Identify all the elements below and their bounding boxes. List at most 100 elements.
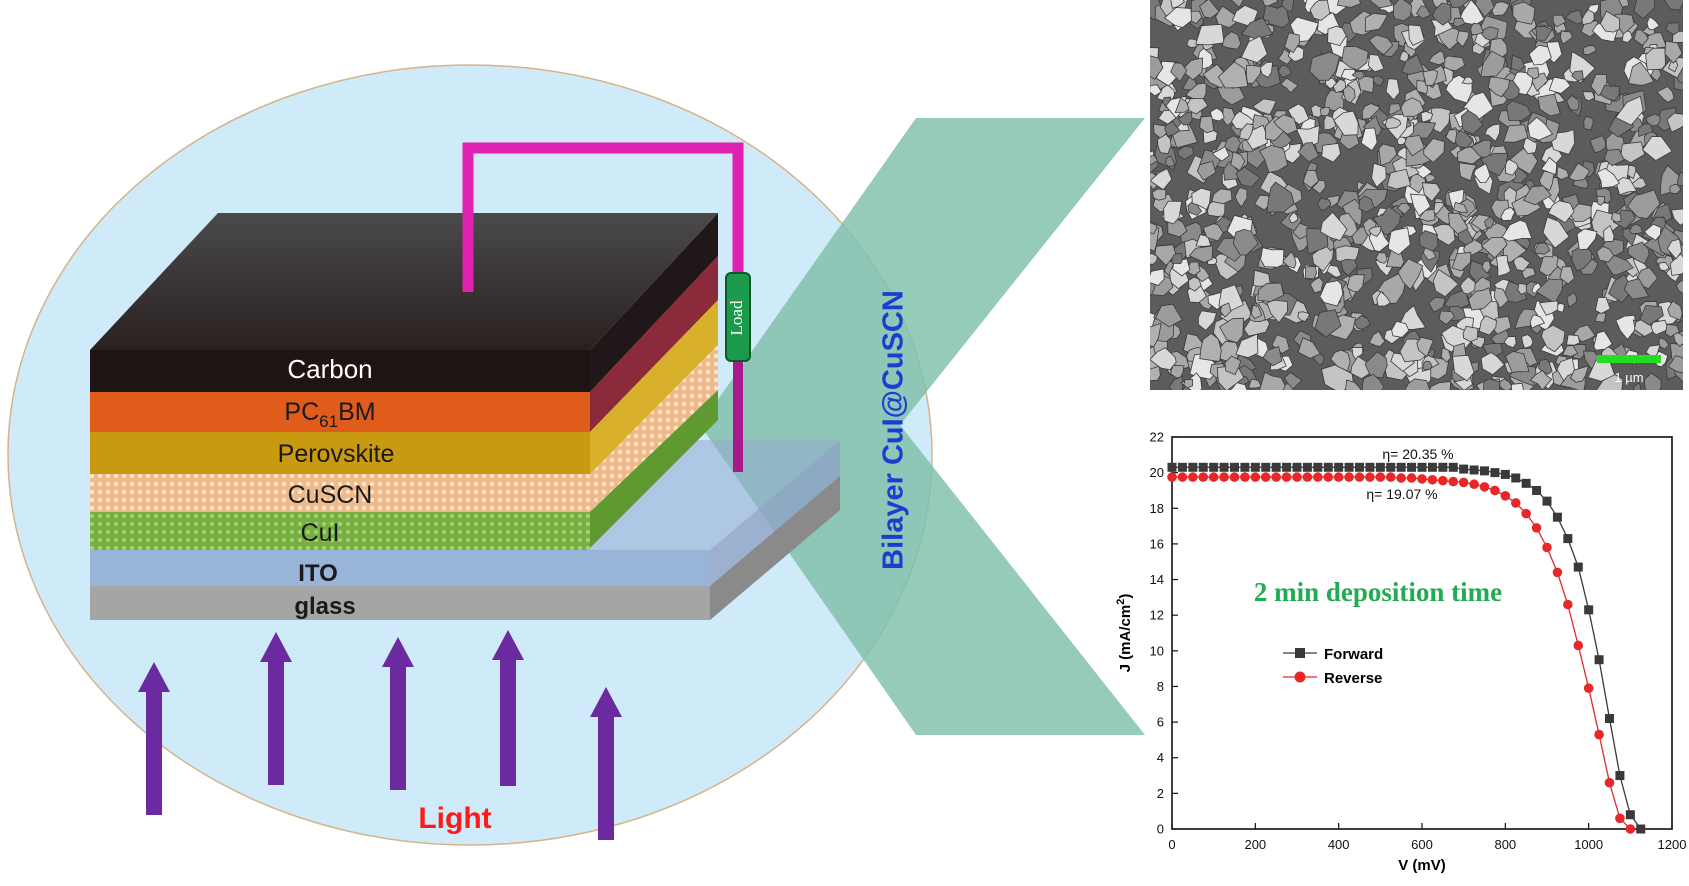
point-reverse [1260,472,1271,482]
point-reverse [1625,824,1636,834]
sem-grain [1230,0,1244,9]
x-tick-label: 800 [1494,837,1516,852]
sem-grain [1566,292,1578,308]
sem-grain [1378,143,1398,167]
sem-grain [1620,141,1646,164]
sem-grain [1452,354,1475,382]
sem-grain [1529,314,1546,329]
sem-grain [1400,97,1425,117]
point-forward [1615,771,1625,781]
point-reverse [1354,472,1365,482]
sem-grain [1596,167,1620,189]
sem-grain [1297,337,1321,359]
bilayer-label: Bilayer CuI@CuSCN [878,290,910,570]
layer-carbon [90,350,590,392]
plot-frame [1171,436,1673,830]
scale-bar-label: 1 µm [1614,370,1643,385]
light-arrow-icon [138,662,170,815]
sem-grain [1367,53,1385,73]
sem-grain [1183,378,1194,389]
sem-grain [1323,114,1337,131]
sem-grain [1451,251,1472,272]
sem-grain [1199,0,1220,19]
point-forward [1261,462,1271,472]
sem-grain [1150,347,1177,371]
sem-grain [1428,50,1446,66]
sem-grain [1537,93,1561,117]
point-reverse [1333,472,1344,482]
sem-grain [1251,98,1277,116]
sem-grain [1281,0,1295,12]
sem-grain [1542,216,1570,249]
sem-grain [1645,113,1661,127]
sem-grain [1370,0,1393,9]
point-forward [1365,462,1375,472]
point-reverse [1438,475,1448,486]
sem-grain [1501,219,1533,242]
sem-grain [1480,152,1509,177]
sem-grain [1320,211,1348,241]
sem-grain [1481,260,1492,274]
sem-grain [1155,303,1183,328]
point-reverse [1271,472,1281,482]
point-forward [1552,512,1562,522]
sem-grain [1302,169,1319,189]
sem-grain [1196,160,1217,181]
sem-grain [1474,0,1495,18]
sem-grain [1627,189,1661,220]
sem-grain [1340,68,1359,81]
carbon-top [90,213,718,350]
perovskite-side [590,300,718,474]
sem-grain [1573,324,1596,343]
point-forward [1427,462,1437,472]
sem-grain [1266,181,1295,213]
sem-grain [1321,142,1341,163]
point-reverse [1219,472,1229,482]
sem-grain [1187,276,1202,292]
annotation-reverse-efficiency: η= 19.07 % [1366,486,1437,502]
sem-grain [1239,123,1254,141]
sem-grain [1240,35,1268,64]
sem-grain [1470,22,1484,35]
sem-grain [1283,371,1303,390]
sem-grain [1317,197,1332,211]
sem-grain [1386,168,1412,190]
sem-grain [1333,110,1359,136]
sem-grain [1277,65,1293,79]
sem-grain [1453,202,1469,213]
sem-grain [1150,154,1159,166]
point-forward [1250,462,1260,472]
sem-grain [1177,145,1194,160]
layer-perovskite [90,432,590,474]
load-resistor [725,272,751,362]
sem-grain [1154,244,1177,267]
light-arrow-icon [260,632,292,785]
point-forward [1417,462,1427,472]
x-tick-label: 1200 [1658,837,1687,852]
sem-grain [1595,187,1612,205]
sem-grain [1643,223,1662,241]
sem-grain [1628,61,1655,86]
x-ticks: 0 200 400 600 800 1000 1200 [1168,823,1686,852]
sem-grain [1211,188,1233,205]
sem-grain [1341,45,1369,71]
sem-grain [1399,304,1427,331]
sem-grain [1596,246,1615,263]
sem-grain [1368,330,1386,347]
sem-grain [1191,187,1212,211]
point-forward [1480,466,1489,476]
point-forward [1563,534,1573,544]
x-tick-label: 0 [1168,837,1175,852]
sem-grain [1480,50,1506,78]
sem-grain [1262,0,1279,7]
sem-grain [1184,98,1209,115]
sem-grain [1332,78,1346,93]
point-reverse [1615,813,1625,824]
point-reverse [1229,472,1240,482]
jv-chart: 0 200 400 600 800 1000 1200 0 2 4 6 8 10 12 14 16 18 20 2… [1115,430,1686,875]
cui-side [590,390,718,548]
point-forward [1584,605,1594,615]
point-forward [1313,462,1323,472]
sem-grain [1541,324,1566,353]
sem-micrograph: 1 µm [1150,0,1683,390]
